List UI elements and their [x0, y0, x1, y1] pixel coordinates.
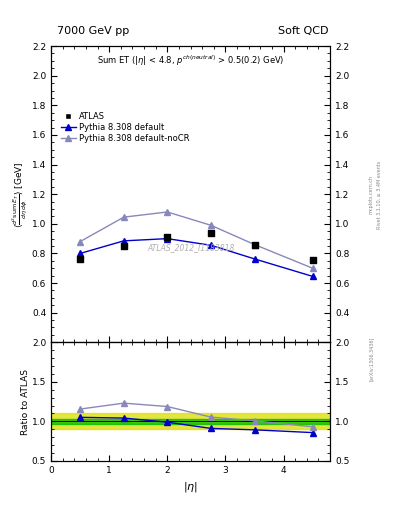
Text: 7000 GeV pp: 7000 GeV pp [57, 26, 129, 36]
Y-axis label: Ratio to ATLAS: Ratio to ATLAS [22, 369, 31, 435]
Point [252, 241, 258, 249]
Point [164, 233, 171, 241]
X-axis label: $|\eta|$: $|\eta|$ [183, 480, 198, 494]
Text: ATLAS_2012_I1183818: ATLAS_2012_I1183818 [147, 243, 234, 252]
Text: [arXiv:1306.3436]: [arXiv:1306.3436] [369, 336, 374, 380]
Point [121, 242, 127, 250]
Point [208, 228, 214, 237]
Point [77, 255, 83, 263]
Text: mcplots.cern.ch: mcplots.cern.ch [369, 175, 374, 214]
Text: Rivet 3.1.10, ≥ 3.4M events: Rivet 3.1.10, ≥ 3.4M events [377, 160, 382, 229]
Point [310, 257, 316, 265]
Text: Sum ET ($|\eta|$ < 4.8, $p^{ch(neutral)}$ > 0.5(0.2) GeV): Sum ET ($|\eta|$ < 4.8, $p^{ch(neutral)}… [97, 53, 285, 68]
Y-axis label: $\langle \frac{d^2\mathrm{sum}\,E_T}{d\eta\,d\phi} \rangle$ [GeV]: $\langle \frac{d^2\mathrm{sum}\,E_T}{d\e… [11, 161, 31, 227]
Text: Soft QCD: Soft QCD [278, 26, 328, 36]
Legend: ATLAS, Pythia 8.308 default, Pythia 8.308 default-noCR: ATLAS, Pythia 8.308 default, Pythia 8.30… [58, 110, 192, 145]
